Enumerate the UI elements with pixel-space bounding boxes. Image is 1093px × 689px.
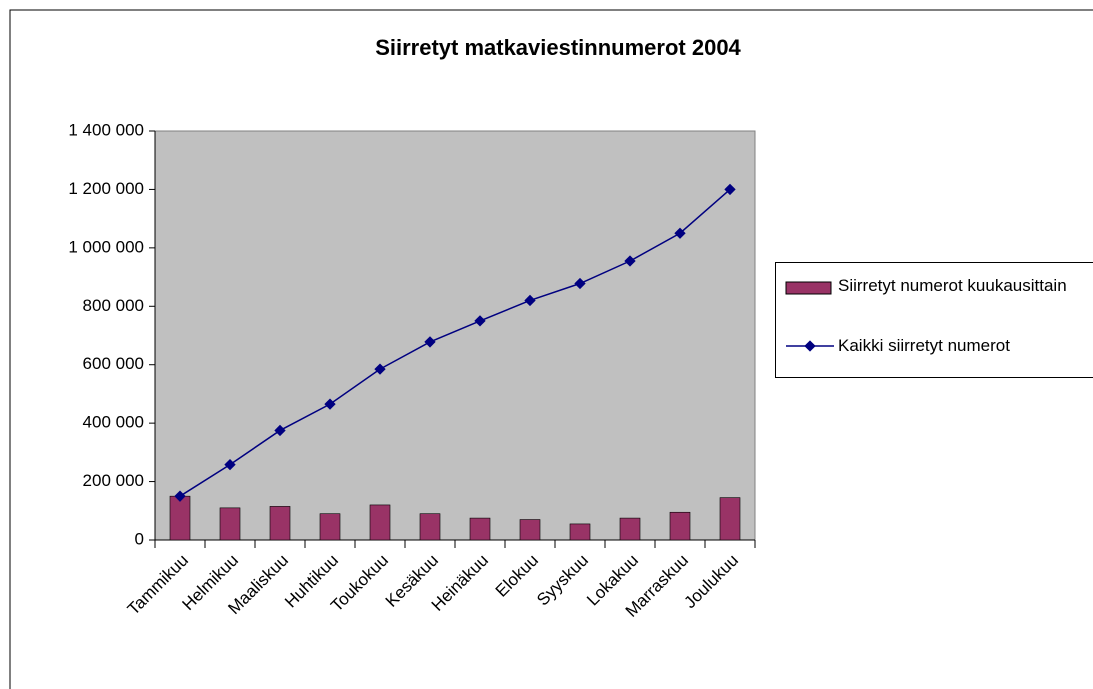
plot-area bbox=[154, 130, 756, 541]
line-marker bbox=[224, 458, 236, 471]
line bbox=[179, 188, 731, 497]
legend: Siirretyt numerot kuukausittain Kaikki s… bbox=[775, 262, 1093, 378]
bar bbox=[519, 519, 541, 541]
y-tick-label: 1 000 000 bbox=[68, 237, 144, 256]
bar bbox=[569, 523, 591, 541]
bar bbox=[619, 517, 641, 541]
bar bbox=[269, 506, 291, 541]
line-marker bbox=[574, 277, 586, 290]
chart-title: Siirretyt matkaviestinnumerot 2004 bbox=[375, 35, 741, 60]
line-marker bbox=[724, 183, 736, 196]
y-tick-label: 400 000 bbox=[83, 413, 144, 432]
legend-label: Kaikki siirretyt numerot bbox=[838, 336, 1010, 355]
bar bbox=[669, 511, 691, 541]
y-tick-label: 1 200 000 bbox=[68, 179, 144, 198]
y-tick-label: 600 000 bbox=[83, 354, 144, 373]
legend-marker bbox=[804, 340, 816, 352]
line-marker bbox=[324, 398, 336, 410]
line-marker bbox=[624, 255, 636, 267]
bar bbox=[469, 517, 491, 541]
line-marker bbox=[424, 336, 436, 348]
y-tick-label: 0 bbox=[135, 529, 144, 548]
bar bbox=[319, 513, 341, 541]
line-marker bbox=[174, 490, 186, 502]
bar bbox=[369, 504, 391, 541]
y-tick-label: 800 000 bbox=[83, 296, 144, 315]
y-tick-label: 200 000 bbox=[83, 471, 144, 490]
legend-label: Siirretyt numerot kuukausittain bbox=[838, 276, 1067, 295]
legend-bar-swatch bbox=[785, 281, 832, 295]
legend-symbols bbox=[785, 281, 834, 352]
line-marker bbox=[374, 363, 386, 375]
y-tick-label: 1 400 000 bbox=[68, 120, 144, 139]
line-marker bbox=[524, 294, 536, 307]
bar bbox=[419, 513, 441, 541]
line-marker bbox=[674, 227, 686, 239]
line-marker bbox=[274, 424, 286, 437]
bar bbox=[719, 497, 741, 541]
bar bbox=[219, 507, 241, 541]
bar bbox=[169, 495, 191, 541]
line-marker bbox=[474, 315, 486, 327]
